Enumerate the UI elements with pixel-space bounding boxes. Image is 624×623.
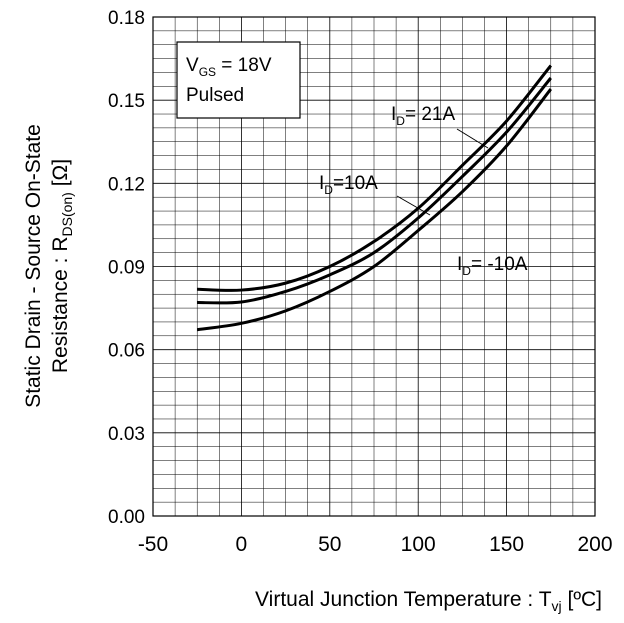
series-label-id21-rest: = 21A (405, 104, 456, 125)
y-tick-label: 0.06 (108, 341, 145, 362)
y-tick-label: 0.03 (108, 424, 145, 445)
y-tick-label: 0.18 (108, 8, 145, 29)
series-label-id21-main: I (391, 104, 396, 125)
y-tick-label: 0.00 (108, 507, 145, 528)
series-label-id21-leader (456, 128, 489, 149)
series-label-idm10: ID= -10A (457, 254, 528, 278)
y-tick-label: 0.09 (108, 258, 145, 279)
y-axis-title-sub: DS(on) (59, 192, 75, 236)
x-tick-label: 200 (577, 533, 612, 556)
condition-line1: VGS = 18V (186, 55, 272, 79)
x-axis-title-sub: vj (552, 598, 562, 614)
y-tick-label: 0.12 (108, 174, 145, 195)
series-lines (196, 64, 552, 332)
y-tick-labels: 0.00 0.03 0.06 0.09 0.12 0.15 0.18 (108, 8, 145, 528)
x-tick-label: 0 (236, 533, 248, 556)
series-label-id10-rest: =10A (333, 173, 378, 194)
y-axis-title-main: Resistance : R (49, 237, 72, 374)
x-tick-label: 150 (489, 533, 524, 556)
series-label-id10-leader (396, 195, 431, 216)
condition-vgs-rest: = 18V (216, 55, 272, 76)
condition-vgs-main: V (186, 55, 199, 76)
series-label-id10-sub: D (324, 183, 333, 197)
series-line-0 (197, 64, 552, 292)
condition-line2: Pulsed (186, 85, 244, 106)
y-axis-title-line2: Resistance : RDS(on) [Ω] (49, 159, 75, 373)
x-tick-label: 50 (318, 533, 341, 556)
x-tick-label: -50 (138, 533, 168, 556)
condition-vgs-sub: GS (199, 65, 216, 79)
y-axis-title-unit: [Ω] (49, 159, 72, 192)
series-label-idm10-rest: = -10A (471, 254, 528, 275)
y-axis-title-line1: Static Drain - Source On-State (22, 124, 45, 408)
x-tick-labels: -50 0 50 100 150 200 (138, 533, 613, 556)
condition-box (176, 41, 301, 119)
series-label-idm10-main: I (457, 254, 462, 275)
series-label-id21: ID= 21A (391, 104, 455, 128)
series-label-id21-sub: D (396, 114, 405, 128)
series-label-idm10-sub: D (462, 264, 471, 278)
x-axis-title-unit: [ºC] (562, 588, 602, 611)
series-label-id10: ID=10A (319, 173, 378, 197)
x-axis-title-main: Virtual Junction Temperature : T (255, 588, 552, 611)
x-axis-title: Virtual Junction Temperature : Tvj [ºC] (255, 588, 602, 614)
y-tick-label: 0.15 (108, 91, 145, 112)
series-line-1 (197, 77, 552, 305)
x-tick-label: 100 (401, 533, 436, 556)
series-label-id10-main: I (319, 173, 324, 194)
series-line-2 (196, 88, 552, 332)
plot-frame (152, 16, 596, 517)
